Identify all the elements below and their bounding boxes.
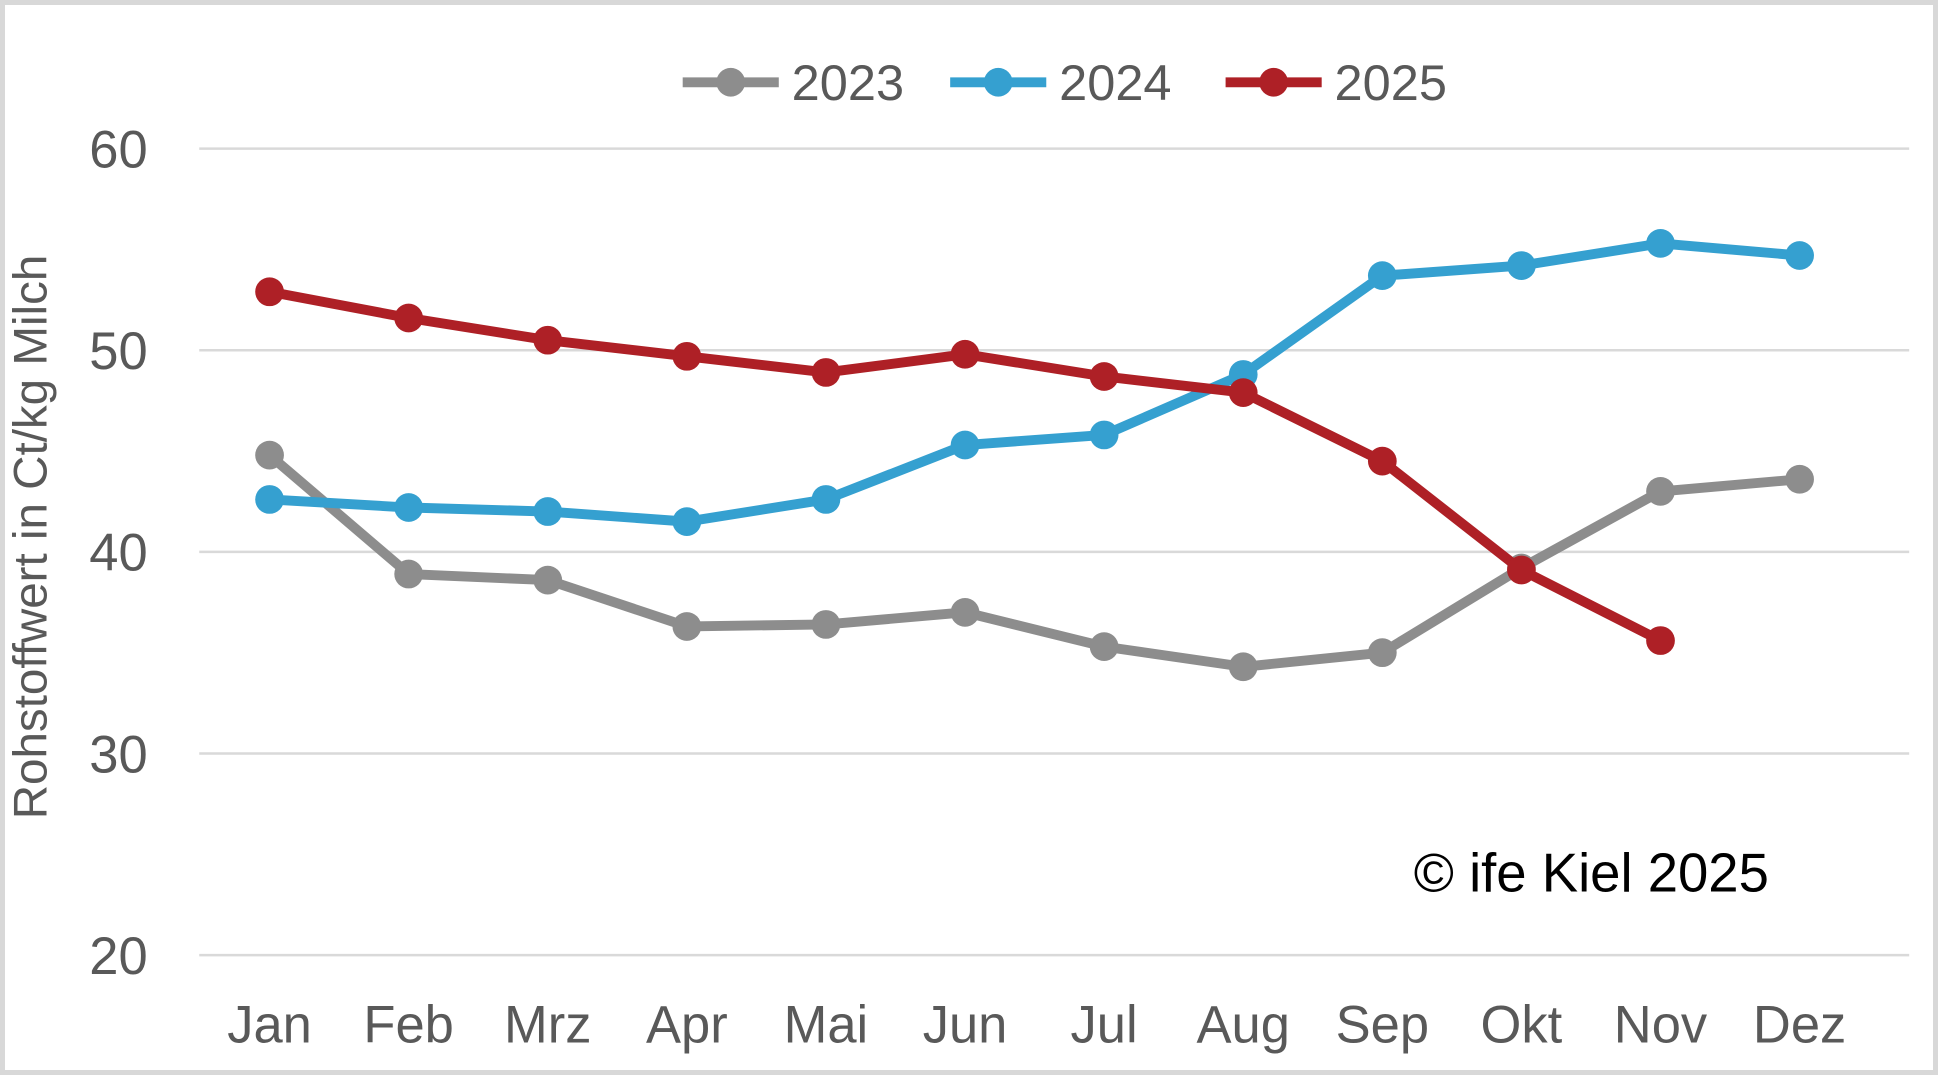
series-line-2024 — [264, 238, 1805, 527]
y-axis-tick-labels: 60 50 40 30 20 — [89, 120, 147, 985]
data-point-2024-Apr — [672, 507, 702, 536]
copyright-text: © ife Kiel 2025 — [1414, 843, 1769, 904]
data-point-2024-Mrz — [533, 497, 563, 526]
data-point-2024-Dez — [1785, 241, 1814, 270]
data-point-2024-Sep — [1367, 261, 1397, 291]
series-2024 — [255, 229, 1814, 536]
legend: 2023 2024 2025 — [682, 54, 1447, 111]
data-point-2024-Mai — [811, 485, 841, 514]
data-point-2025-Feb — [394, 303, 424, 333]
data-point-2023-Apr — [672, 612, 702, 641]
legend-marker-dot — [983, 67, 1013, 97]
legend-item-2023: 2023 — [682, 54, 904, 111]
data-point-2023-Nov — [1646, 477, 1675, 506]
data-point-2023-Mai — [811, 610, 841, 639]
x-axis-label: Jan — [227, 995, 312, 1054]
x-axis-label: Dez — [1753, 995, 1846, 1054]
y-axis-title: Rohstoffwert in Ct/kg Milch — [5, 255, 58, 820]
data-point-2023-Jan — [255, 440, 284, 470]
data-point-2024-Jul — [1089, 420, 1119, 450]
legend-marker-dot — [1259, 67, 1289, 97]
data-point-2023-Mrz — [533, 565, 563, 595]
data-point-2025-Jun — [950, 339, 980, 369]
data-point-2024-Jan — [255, 485, 284, 514]
data-point-2023-Sep — [1367, 638, 1397, 668]
y-tick-label: 30 — [89, 725, 147, 784]
legend-item-2024: 2024 — [950, 54, 1172, 111]
data-point-2024-Feb — [394, 493, 424, 522]
series-2023 — [255, 440, 1814, 682]
data-point-2025-Mrz — [533, 325, 563, 355]
data-point-2025-Sep — [1367, 446, 1397, 476]
legend-label: 2025 — [1335, 54, 1447, 111]
x-axis-label: Okt — [1481, 995, 1563, 1054]
x-axis-labels: Jan Feb Mrz Apr Mai Jun Jul Aug Sep Okt Nov Dez — [227, 995, 1846, 1054]
x-axis-label: Sep — [1336, 995, 1429, 1054]
x-axis-label: Mai — [784, 995, 869, 1054]
data-point-2023-Jul — [1089, 632, 1119, 661]
x-axis-label: Apr — [646, 995, 728, 1054]
data-point-2025-Okt — [1507, 555, 1536, 585]
x-axis-label: Nov — [1614, 995, 1708, 1054]
gridlines — [199, 147, 1910, 957]
data-point-2025-Aug — [1228, 378, 1258, 407]
y-tick-label: 40 — [89, 524, 147, 583]
x-axis-label: Jun — [923, 995, 1008, 1054]
x-axis-label: Jul — [1071, 995, 1138, 1054]
data-point-2024-Jun — [950, 430, 980, 460]
data-point-2023-Feb — [394, 559, 424, 589]
legend-item-2025: 2025 — [1225, 54, 1447, 111]
series-layer — [255, 229, 1814, 682]
legend-marker-dot — [716, 67, 746, 97]
data-point-2025-Jan — [255, 277, 284, 307]
data-point-2024-Nov — [1646, 229, 1675, 258]
y-tick-label: 20 — [89, 927, 147, 986]
line-chart: 60 50 40 30 20 Jan Feb Mrz Apr Mai Jun Jul Aug Sep Ok… — [5, 54, 1910, 1054]
data-point-2024-Okt — [1507, 251, 1536, 280]
data-point-2023-Jun — [950, 597, 980, 627]
data-point-2025-Nov — [1646, 626, 1675, 655]
data-point-2025-Apr — [672, 341, 702, 371]
y-tick-label: 60 — [89, 120, 147, 179]
legend-label: 2023 — [792, 54, 904, 111]
legend-label: 2024 — [1059, 54, 1171, 111]
data-point-2025-Mai — [811, 358, 841, 387]
y-tick-label: 50 — [89, 322, 147, 381]
data-point-2023-Dez — [1785, 464, 1814, 494]
data-point-2023-Aug — [1228, 652, 1258, 682]
series-2025 — [255, 277, 1675, 655]
x-axis-label: Aug — [1197, 995, 1290, 1054]
series-line-2023 — [264, 450, 1805, 672]
x-axis-label: Feb — [363, 995, 453, 1054]
x-axis-label: Mrz — [504, 995, 591, 1054]
data-point-2025-Jul — [1089, 362, 1119, 391]
